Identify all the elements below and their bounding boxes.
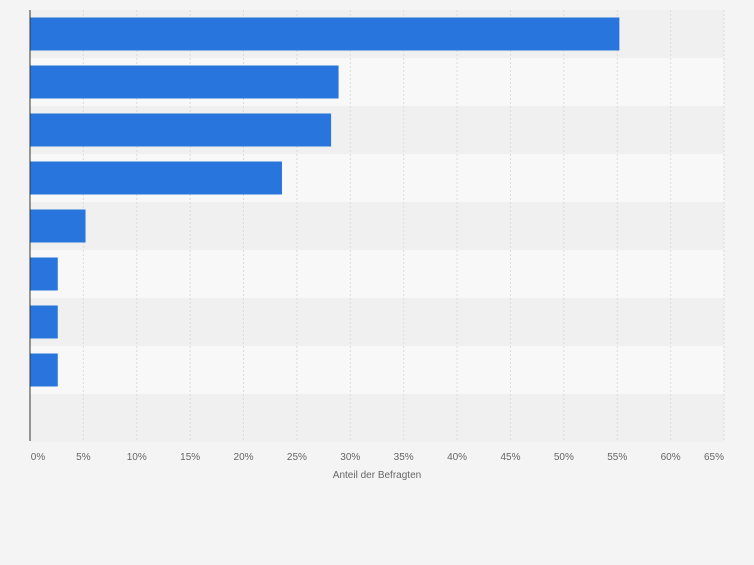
- row-band: [30, 202, 724, 250]
- x-tick-label: 20%: [234, 452, 254, 463]
- x-axis-title: Anteil der Befragten: [333, 470, 421, 481]
- x-tick-label: 60%: [661, 452, 681, 463]
- x-tick-label: 25%: [287, 452, 307, 463]
- row-band: [30, 346, 724, 394]
- row-band: [30, 394, 724, 442]
- bar[interactable]: [30, 209, 86, 243]
- x-tick-label: 10%: [127, 452, 147, 463]
- bar-series: [30, 17, 620, 387]
- bar[interactable]: [30, 65, 339, 99]
- bar[interactable]: [30, 305, 58, 339]
- x-tick-label: 50%: [554, 452, 574, 463]
- x-tick-label: 30%: [340, 452, 360, 463]
- bar[interactable]: [30, 113, 332, 147]
- x-tick-label: 15%: [180, 452, 200, 463]
- row-band: [30, 250, 724, 298]
- bar[interactable]: [30, 17, 620, 51]
- x-tick-label: 35%: [394, 452, 414, 463]
- row-band: [30, 298, 724, 346]
- x-tick-label: 40%: [447, 452, 467, 463]
- x-tick-label: 0%: [31, 452, 46, 463]
- x-tick-label: 55%: [607, 452, 627, 463]
- x-tick-label: 65%: [704, 452, 724, 463]
- bar[interactable]: [30, 161, 282, 195]
- x-tick-label: 45%: [500, 452, 520, 463]
- bar[interactable]: [30, 257, 58, 291]
- x-tick-label: 5%: [76, 452, 91, 463]
- x-tick-labels: 0% 5% 10% 15% 20% 25% 30% 35% 40% 45% 50% 55% 60% 65%: [31, 452, 724, 463]
- bar[interactable]: [30, 353, 58, 387]
